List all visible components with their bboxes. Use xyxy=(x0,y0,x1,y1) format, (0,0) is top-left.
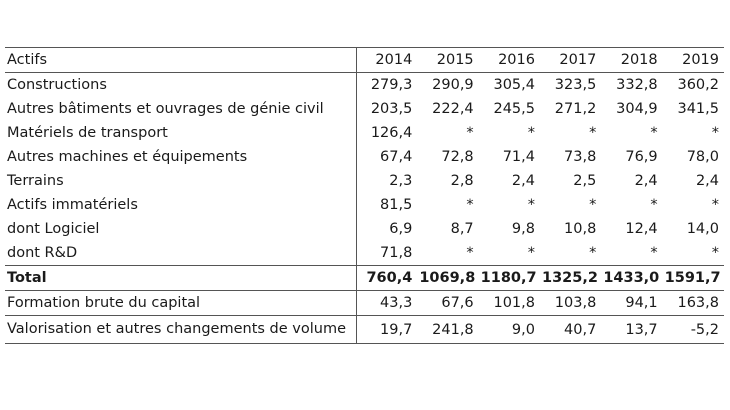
cell-value: 67,6 xyxy=(441,295,474,311)
header-year: 2018 xyxy=(620,52,658,68)
row-label: Constructions xyxy=(5,72,357,97)
header-year: 2015 xyxy=(436,52,474,68)
cell-value: * xyxy=(589,125,597,141)
row-label: Autres machines et équipements xyxy=(5,145,357,169)
cell-value: 2,4 xyxy=(634,173,658,189)
cell-value: * xyxy=(527,245,535,261)
cell-value: 94,1 xyxy=(625,295,658,311)
row-label: Terrains xyxy=(5,169,357,193)
cell-value: * xyxy=(711,125,719,141)
table-row: dont R&D 71,8 * * * * * xyxy=(5,241,724,266)
cell-value: 14,0 xyxy=(686,221,719,237)
assets-table-container: Actifs 2014 2015 2016 2017 2018 2019 Con… xyxy=(5,47,724,344)
cell-value: 304,9 xyxy=(616,101,658,117)
cell-value: 12,4 xyxy=(625,221,658,237)
cell-value: 241,8 xyxy=(432,321,474,338)
row-label: dont R&D xyxy=(5,241,357,266)
cell-value: 203,5 xyxy=(370,101,413,117)
cell-value: 67,4 xyxy=(380,149,413,165)
cell-value: * xyxy=(711,197,719,213)
total-value: 1325,2 xyxy=(541,270,598,286)
header-label: Actifs xyxy=(5,47,357,73)
cell-value: 2,5 xyxy=(573,173,597,189)
cell-value: * xyxy=(589,197,597,213)
row-label: Formation brute du capital xyxy=(5,290,357,316)
cell-value: 279,3 xyxy=(370,77,413,93)
row-label: dont Logiciel xyxy=(5,217,357,241)
table-row: Terrains 2,3 2,8 2,4 2,5 2,4 2,4 xyxy=(5,169,724,193)
cell-value: * xyxy=(527,197,535,213)
row-label: Valorisation et autres changements de vo… xyxy=(5,315,357,344)
fbc-row: Formation brute du capital 43,3 67,6 101… xyxy=(5,290,724,316)
cell-value: 40,7 xyxy=(564,321,597,338)
table-row: dont Logiciel 6,9 8,7 9,8 10,8 12,4 14,0 xyxy=(5,217,724,241)
cell-value: 6,9 xyxy=(389,221,413,237)
header-year: 2016 xyxy=(498,52,535,68)
cell-value: * xyxy=(466,245,474,261)
cell-value: * xyxy=(650,197,658,213)
cell-value: * xyxy=(650,245,658,261)
cell-value: 2,3 xyxy=(389,173,413,189)
cell-value: 271,2 xyxy=(554,101,597,117)
cell-value: -5,2 xyxy=(690,321,719,338)
cell-value: 81,5 xyxy=(380,197,413,213)
cell-value: 2,4 xyxy=(511,173,535,189)
table-row: Matériels de transport 126,4 * * * * * xyxy=(5,121,724,145)
cell-value: 10,8 xyxy=(564,221,597,237)
cell-value: 43,3 xyxy=(380,295,413,311)
total-value: 1069,8 xyxy=(419,270,476,286)
header-row: Actifs 2014 2015 2016 2017 2018 2019 xyxy=(5,47,724,73)
row-label: Matériels de transport xyxy=(5,121,357,145)
cell-value: 103,8 xyxy=(554,295,597,311)
table-row: Actifs immatériels 81,5 * * * * * xyxy=(5,193,724,217)
cell-value: 2,4 xyxy=(695,173,719,189)
cell-value: 19,7 xyxy=(380,321,413,338)
total-value: 1180,7 xyxy=(480,270,537,286)
cell-value: 71,8 xyxy=(380,245,413,261)
cell-value: 8,7 xyxy=(450,221,474,237)
cell-value: * xyxy=(650,125,658,141)
cell-value: 73,8 xyxy=(564,149,597,165)
cell-value: 290,9 xyxy=(432,77,474,93)
cell-value: 341,5 xyxy=(677,101,719,117)
assets-table: Actifs 2014 2015 2016 2017 2018 2019 Con… xyxy=(5,47,724,344)
cell-value: 76,9 xyxy=(625,149,658,165)
cell-value: 13,7 xyxy=(625,321,658,338)
cell-value: * xyxy=(466,197,474,213)
total-label: Total xyxy=(5,265,357,291)
cell-value: 71,4 xyxy=(502,149,535,165)
cell-value: 360,2 xyxy=(677,77,719,93)
row-label: Actifs immatériels xyxy=(5,193,357,217)
header-year: 2019 xyxy=(682,52,719,68)
cell-value: 163,8 xyxy=(677,295,719,311)
cell-value: * xyxy=(466,125,474,141)
header-year: 2017 xyxy=(559,52,597,68)
cell-value: 222,4 xyxy=(432,101,474,117)
valorisation-row: Valorisation et autres changements de vo… xyxy=(5,315,724,344)
header-year: 2014 xyxy=(375,52,413,68)
cell-value: 126,4 xyxy=(370,125,413,141)
cell-value: 332,8 xyxy=(616,77,658,93)
cell-value: 72,8 xyxy=(441,149,474,165)
cell-value: 323,5 xyxy=(554,77,597,93)
cell-value: * xyxy=(527,125,535,141)
table-row: Autres machines et équipements 67,4 72,8… xyxy=(5,145,724,169)
cell-value: 78,0 xyxy=(686,149,719,165)
total-value: 760,4 xyxy=(366,270,413,286)
cell-value: 101,8 xyxy=(493,295,535,311)
cell-value: 245,5 xyxy=(493,101,535,117)
total-value: 1591,7 xyxy=(664,270,721,286)
total-row: Total 760,4 1069,8 1180,7 1325,2 1433,0 … xyxy=(5,265,724,291)
total-value: 1433,0 xyxy=(603,270,660,286)
table-row: Constructions 279,3 290,9 305,4 323,5 33… xyxy=(5,72,724,97)
cell-value: * xyxy=(589,245,597,261)
cell-value: 2,8 xyxy=(450,173,474,189)
row-label: Autres bâtiments et ouvrages de génie ci… xyxy=(5,97,357,121)
cell-value: 9,0 xyxy=(511,321,535,338)
cell-value: 9,8 xyxy=(511,221,535,237)
cell-value: * xyxy=(711,245,719,261)
table-row: Autres bâtiments et ouvrages de génie ci… xyxy=(5,97,724,121)
cell-value: 305,4 xyxy=(493,77,535,93)
